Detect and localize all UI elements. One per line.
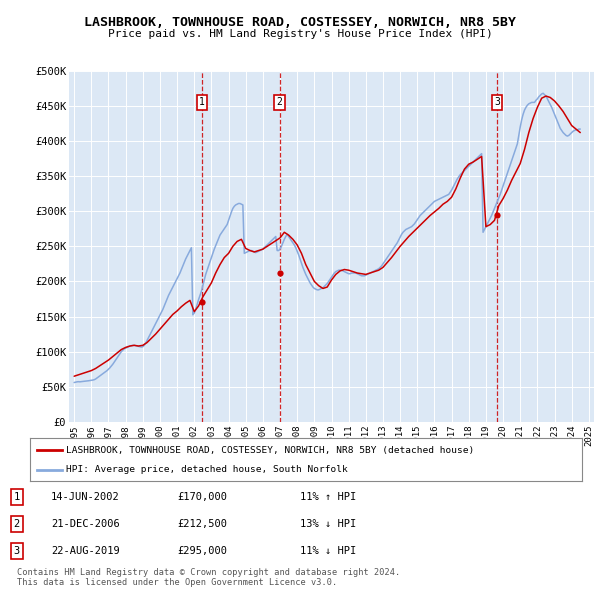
Text: LASHBROOK, TOWNHOUSE ROAD, COSTESSEY, NORWICH, NR8 5BY: LASHBROOK, TOWNHOUSE ROAD, COSTESSEY, NO… — [84, 16, 516, 29]
Text: 11% ↑ HPI: 11% ↑ HPI — [300, 492, 356, 502]
Text: 3: 3 — [14, 546, 20, 556]
Text: 2: 2 — [277, 97, 283, 107]
Text: 1: 1 — [14, 492, 20, 502]
Text: Contains HM Land Registry data © Crown copyright and database right 2024.: Contains HM Land Registry data © Crown c… — [17, 568, 400, 577]
Text: This data is licensed under the Open Government Licence v3.0.: This data is licensed under the Open Gov… — [17, 578, 337, 587]
Text: 14-JUN-2002: 14-JUN-2002 — [51, 492, 120, 502]
Text: HPI: Average price, detached house, South Norfolk: HPI: Average price, detached house, Sout… — [67, 466, 348, 474]
Text: £170,000: £170,000 — [177, 492, 227, 502]
Text: 22-AUG-2019: 22-AUG-2019 — [51, 546, 120, 556]
Text: Price paid vs. HM Land Registry's House Price Index (HPI): Price paid vs. HM Land Registry's House … — [107, 30, 493, 39]
Text: 21-DEC-2006: 21-DEC-2006 — [51, 519, 120, 529]
Text: LASHBROOK, TOWNHOUSE ROAD, COSTESSEY, NORWICH, NR8 5BY (detached house): LASHBROOK, TOWNHOUSE ROAD, COSTESSEY, NO… — [67, 446, 475, 455]
Text: £295,000: £295,000 — [177, 546, 227, 556]
Text: £212,500: £212,500 — [177, 519, 227, 529]
Text: 1: 1 — [199, 97, 205, 107]
Text: 2: 2 — [14, 519, 20, 529]
Text: 3: 3 — [494, 97, 500, 107]
Text: 13% ↓ HPI: 13% ↓ HPI — [300, 519, 356, 529]
Text: 11% ↓ HPI: 11% ↓ HPI — [300, 546, 356, 556]
